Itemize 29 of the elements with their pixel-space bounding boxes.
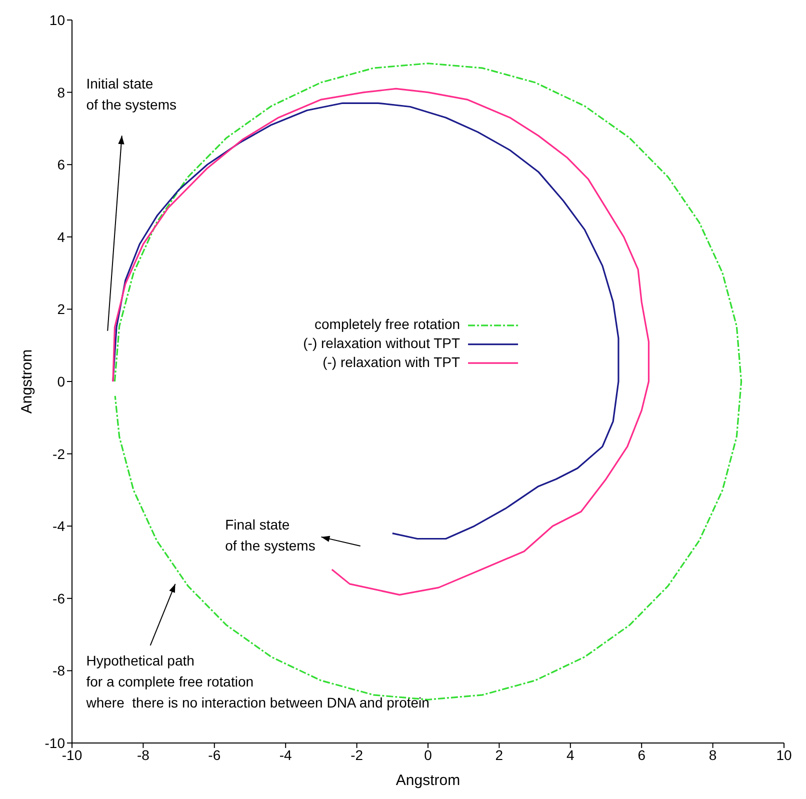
- x-tick-label: 2: [495, 746, 504, 763]
- x-tick-label: -4: [279, 746, 292, 763]
- annotation: Final state of the systems: [225, 516, 316, 554]
- y-tick-label: -4: [52, 518, 66, 534]
- annotation: Initial state of the systems: [86, 76, 177, 113]
- y-tick-label: 6: [57, 156, 66, 173]
- x-tick-label: 6: [638, 746, 646, 763]
- y-tick-label: -2: [52, 446, 66, 462]
- legend-label: (-) relaxation without TPT: [303, 334, 460, 351]
- legend-label: (-) relaxation with TPT: [322, 354, 460, 370]
- x-tick-label: 0: [424, 746, 432, 763]
- y-tick-label: 8: [57, 84, 66, 100]
- x-tick-label: -2: [350, 746, 364, 763]
- y-tick-label: 0: [57, 373, 66, 390]
- y-tick-label: -6: [52, 590, 66, 606]
- x-tick-label: -6: [208, 746, 221, 763]
- y-tick-label: 10: [49, 12, 66, 28]
- x-tick-label: 4: [566, 746, 574, 763]
- y-tick-label: 4: [57, 228, 66, 245]
- x-tick-label: 10: [776, 746, 792, 763]
- x-tick-label: 8: [708, 746, 717, 763]
- y-tick-label: 2: [57, 301, 66, 318]
- legend-label: completely free rotation: [314, 316, 460, 332]
- annotation: Hypothetical path for a complete free rotation where there is no interaction between DNA and protein: [85, 652, 430, 710]
- x-tick-label: -8: [136, 746, 150, 763]
- x-axis-title: Angstrom: [396, 772, 460, 789]
- y-axis-title: Angstrom: [18, 349, 36, 414]
- y-tick-label: -10: [44, 734, 66, 751]
- y-tick-label: -8: [52, 662, 66, 679]
